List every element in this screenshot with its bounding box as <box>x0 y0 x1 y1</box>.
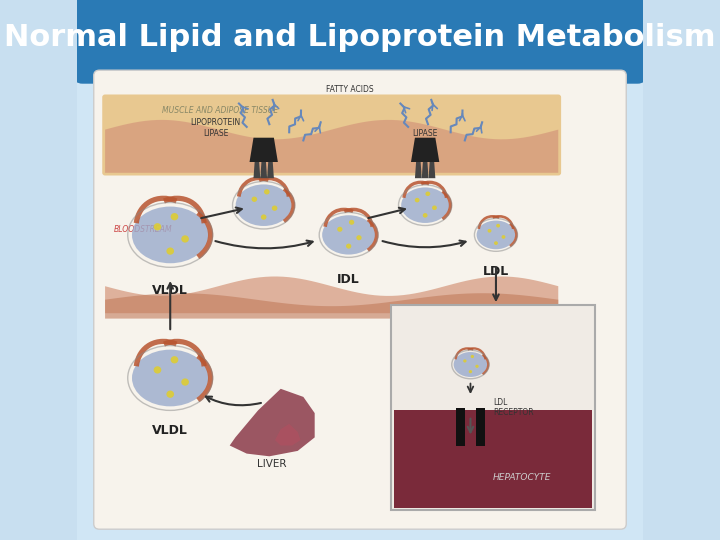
FancyBboxPatch shape <box>394 410 593 508</box>
Ellipse shape <box>423 213 428 218</box>
Ellipse shape <box>502 235 505 239</box>
Polygon shape <box>230 389 315 456</box>
Polygon shape <box>105 276 558 313</box>
Ellipse shape <box>271 206 277 211</box>
Polygon shape <box>456 408 465 445</box>
Polygon shape <box>261 162 267 178</box>
Polygon shape <box>267 162 274 178</box>
Polygon shape <box>428 162 436 178</box>
Ellipse shape <box>356 235 361 240</box>
Text: MUSCLE AND ADIPOSE TISSUE: MUSCLE AND ADIPOSE TISSUE <box>162 106 278 115</box>
Text: VLDL: VLDL <box>153 284 188 296</box>
Polygon shape <box>275 424 300 446</box>
Ellipse shape <box>426 192 431 196</box>
Text: LIVER: LIVER <box>258 459 287 469</box>
Ellipse shape <box>322 215 375 254</box>
Text: FATTY ACIDS: FATTY ACIDS <box>326 85 374 93</box>
FancyBboxPatch shape <box>71 0 649 540</box>
FancyBboxPatch shape <box>74 0 646 84</box>
Ellipse shape <box>401 187 449 223</box>
Ellipse shape <box>346 244 351 248</box>
Text: VLDL: VLDL <box>153 424 188 437</box>
Ellipse shape <box>454 352 487 377</box>
Ellipse shape <box>415 198 420 202</box>
Ellipse shape <box>132 350 209 406</box>
Ellipse shape <box>349 220 354 225</box>
Polygon shape <box>253 162 261 178</box>
Text: LDL
RECEPTOR: LDL RECEPTOR <box>493 398 534 417</box>
Polygon shape <box>105 120 558 173</box>
Ellipse shape <box>494 241 498 245</box>
Ellipse shape <box>337 227 343 232</box>
FancyBboxPatch shape <box>102 94 561 176</box>
Text: HEPATOCYTE: HEPATOCYTE <box>493 474 552 482</box>
Polygon shape <box>415 162 422 178</box>
Text: Normal Lipid and Lipoprotein Metabolism: Normal Lipid and Lipoprotein Metabolism <box>4 23 716 52</box>
Polygon shape <box>422 162 428 178</box>
Ellipse shape <box>432 205 437 210</box>
Ellipse shape <box>477 220 516 249</box>
Text: LDL: LDL <box>483 265 509 278</box>
Ellipse shape <box>264 189 269 194</box>
Ellipse shape <box>469 370 472 373</box>
Ellipse shape <box>181 235 189 242</box>
Ellipse shape <box>496 224 500 227</box>
Ellipse shape <box>471 355 474 358</box>
Polygon shape <box>250 138 278 162</box>
Text: BLOODSTREAM: BLOODSTREAM <box>114 225 172 234</box>
Ellipse shape <box>463 359 467 362</box>
FancyBboxPatch shape <box>94 70 626 529</box>
Polygon shape <box>476 408 485 445</box>
Ellipse shape <box>153 223 161 231</box>
Ellipse shape <box>261 214 266 220</box>
Ellipse shape <box>166 390 174 398</box>
Ellipse shape <box>171 356 179 363</box>
Ellipse shape <box>235 184 292 226</box>
Ellipse shape <box>132 206 209 264</box>
Text: LIPOPROTEIN
LIPASE: LIPOPROTEIN LIPASE <box>190 118 240 138</box>
Ellipse shape <box>181 379 189 386</box>
Ellipse shape <box>487 229 492 233</box>
FancyBboxPatch shape <box>391 305 595 510</box>
Text: IDL: IDL <box>337 273 360 286</box>
Ellipse shape <box>166 247 174 255</box>
Text: LIPASE: LIPASE <box>413 129 438 138</box>
Polygon shape <box>105 293 558 319</box>
Polygon shape <box>411 138 439 162</box>
Ellipse shape <box>153 366 161 374</box>
Ellipse shape <box>251 197 257 202</box>
Ellipse shape <box>171 213 179 220</box>
Ellipse shape <box>475 364 479 368</box>
